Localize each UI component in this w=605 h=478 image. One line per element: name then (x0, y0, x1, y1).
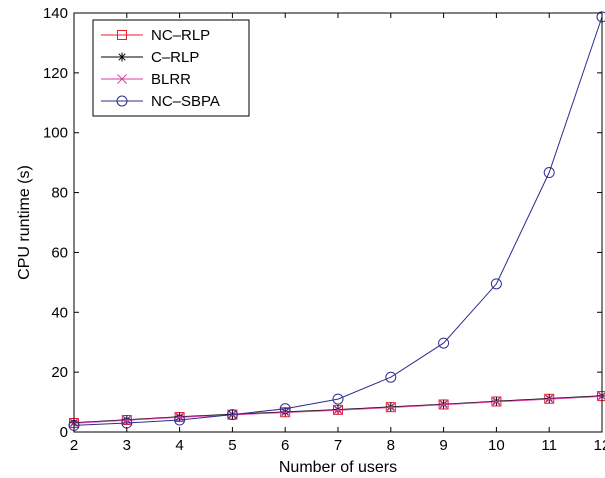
y-tick-label: 80 (51, 185, 68, 202)
x-tick-label: 12 (594, 437, 605, 454)
data-point (385, 371, 397, 383)
data-point (543, 167, 555, 179)
x-tick-label: 2 (70, 437, 78, 454)
axes: 23456789101112020406080100120140 (43, 5, 605, 454)
legend: NC–RLP C–RLP BLRR NC–SBPA (92, 19, 250, 117)
y-tick-label: 60 (51, 244, 68, 261)
plot-area (68, 11, 605, 431)
x-tick-label: 6 (281, 437, 289, 454)
x-tick-label: 8 (387, 437, 395, 454)
legend-marker (117, 74, 127, 84)
data-point (226, 409, 238, 421)
legend-marker (116, 95, 128, 107)
legend-entry: NC–SBPA (101, 93, 220, 110)
x-tick-label: 10 (488, 437, 505, 454)
data-point (490, 278, 502, 290)
x-tick-label: 5 (228, 437, 236, 454)
y-tick-label: 20 (51, 364, 68, 381)
data-point (438, 399, 449, 410)
data-point (332, 393, 344, 405)
y-tick-label: 140 (43, 5, 68, 22)
y-tick-label: 0 (60, 424, 68, 441)
legend-entry: BLRR (101, 71, 191, 88)
x-tick-label: 9 (439, 437, 447, 454)
legend-label: NC–SBPA (151, 93, 220, 110)
data-point (174, 414, 186, 426)
series-line (73, 16, 603, 426)
legend-label: C–RLP (151, 49, 199, 66)
y-axis-label: CPU runtime (s) (16, 165, 33, 280)
legend-marker (117, 30, 127, 40)
legend-entry: NC–RLP (101, 27, 210, 44)
y-tick-label: 40 (51, 304, 68, 321)
legend-box (92, 19, 250, 117)
data-point (279, 403, 291, 415)
legend-label: NC–RLP (151, 27, 210, 44)
data-point (333, 405, 343, 416)
data-point (385, 402, 396, 413)
x-axis-label: Number of users (279, 459, 397, 476)
series-2 (69, 391, 605, 429)
x-tick-label: 4 (175, 437, 183, 454)
x-tick-label: 7 (334, 437, 342, 454)
legend-entry: C–RLP (101, 49, 199, 66)
x-tick-label: 11 (541, 437, 557, 454)
data-point (438, 337, 450, 349)
legend-label: BLRR (151, 71, 191, 88)
y-tick-label: 120 (43, 65, 68, 82)
data-point (491, 396, 502, 407)
data-point (544, 394, 555, 404)
y-tick-label: 100 (43, 125, 68, 142)
legend-marker (117, 52, 127, 62)
data-point (280, 407, 291, 418)
x-tick-label: 3 (123, 437, 131, 454)
